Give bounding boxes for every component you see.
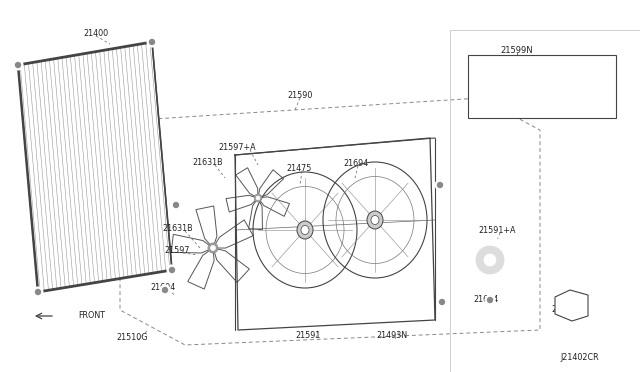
Circle shape [437,297,447,307]
Circle shape [8,174,16,182]
Ellipse shape [297,221,313,239]
Text: 21631B: 21631B [163,224,193,232]
Polygon shape [18,42,172,292]
Text: 21694: 21694 [474,295,499,305]
Circle shape [435,180,445,190]
Text: 21475N: 21475N [552,305,582,314]
Ellipse shape [301,225,309,234]
Bar [468,55,616,118]
Circle shape [173,202,179,208]
Circle shape [440,299,445,305]
Ellipse shape [367,211,383,229]
Text: 21597: 21597 [164,246,189,254]
Circle shape [35,289,40,295]
Text: 21694: 21694 [344,158,369,167]
Text: 21591: 21591 [295,330,321,340]
Polygon shape [555,290,588,321]
Text: 21599N: 21599N [500,45,533,55]
Text: 21591+A: 21591+A [478,225,516,234]
Circle shape [33,287,43,297]
Circle shape [163,288,168,292]
Circle shape [211,246,216,250]
Circle shape [150,39,154,45]
Circle shape [160,285,170,295]
Circle shape [565,299,579,313]
Circle shape [254,194,262,202]
Text: 21510G: 21510G [116,333,148,341]
Text: 21597+A: 21597+A [218,142,256,151]
Circle shape [488,298,493,302]
Text: 21400: 21400 [83,29,109,38]
Circle shape [10,236,18,244]
Circle shape [484,254,496,266]
Circle shape [485,295,495,305]
Text: 21590: 21590 [287,90,313,99]
Circle shape [256,196,260,200]
Circle shape [208,243,218,253]
Text: 21475: 21475 [286,164,312,173]
Circle shape [170,267,175,273]
Text: J21402CR: J21402CR [561,353,599,362]
Circle shape [476,246,504,274]
Circle shape [171,200,181,210]
Circle shape [15,62,20,67]
Text: 21493N: 21493N [376,331,408,340]
Circle shape [147,37,157,47]
Text: 21631B: 21631B [193,157,223,167]
Text: FRONT: FRONT [78,311,105,321]
Circle shape [438,183,442,187]
Ellipse shape [371,215,379,224]
Text: ⚠ CAUTION/ATTENTION: ⚠ CAUTION/ATTENTION [492,61,592,70]
Circle shape [4,114,12,122]
Text: 21694: 21694 [150,282,175,292]
Circle shape [468,238,512,282]
Circle shape [167,265,177,275]
Circle shape [13,60,23,70]
